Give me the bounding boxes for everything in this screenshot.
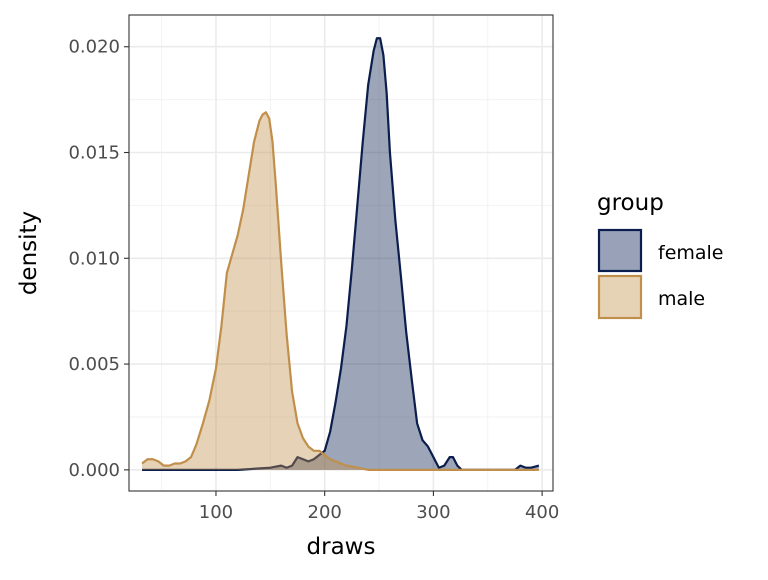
panel-border — [128, 14, 554, 492]
y-axis: 0.000 0.005 0.010 0.015 0.020 — [68, 37, 129, 481]
legend-title: group — [597, 190, 664, 216]
area-line-male — [141, 111, 539, 471]
x-tick-label: 100 — [199, 502, 233, 523]
legend-entry-male: male — [597, 274, 705, 320]
y-tick-label: 0.015 — [68, 143, 120, 164]
legend-key-male — [597, 274, 643, 320]
legend-key-female — [597, 228, 643, 273]
x-axis-title: draws — [307, 534, 376, 560]
y-axis-title: density — [16, 211, 42, 295]
legend: group female male — [597, 190, 724, 320]
y-tick-label: 0.010 — [68, 248, 120, 269]
area-fill-female — [142, 38, 539, 470]
area-fill-male — [142, 112, 539, 470]
legend-label-female: female — [658, 242, 724, 264]
y-tick-label: 0.020 — [68, 37, 120, 58]
x-axis: 100 200 300 400 — [199, 491, 559, 523]
x-tick-label: 400 — [525, 502, 559, 523]
legend-label-male: male — [658, 288, 705, 310]
y-tick-label: 0.005 — [68, 354, 120, 375]
legend-entry-female: female — [597, 228, 724, 273]
x-tick-label: 300 — [416, 502, 450, 523]
y-tick-label: 0.000 — [68, 460, 120, 481]
minor-gridlines — [129, 15, 553, 491]
density-areas — [141, 37, 540, 471]
x-tick-label: 200 — [308, 502, 342, 523]
